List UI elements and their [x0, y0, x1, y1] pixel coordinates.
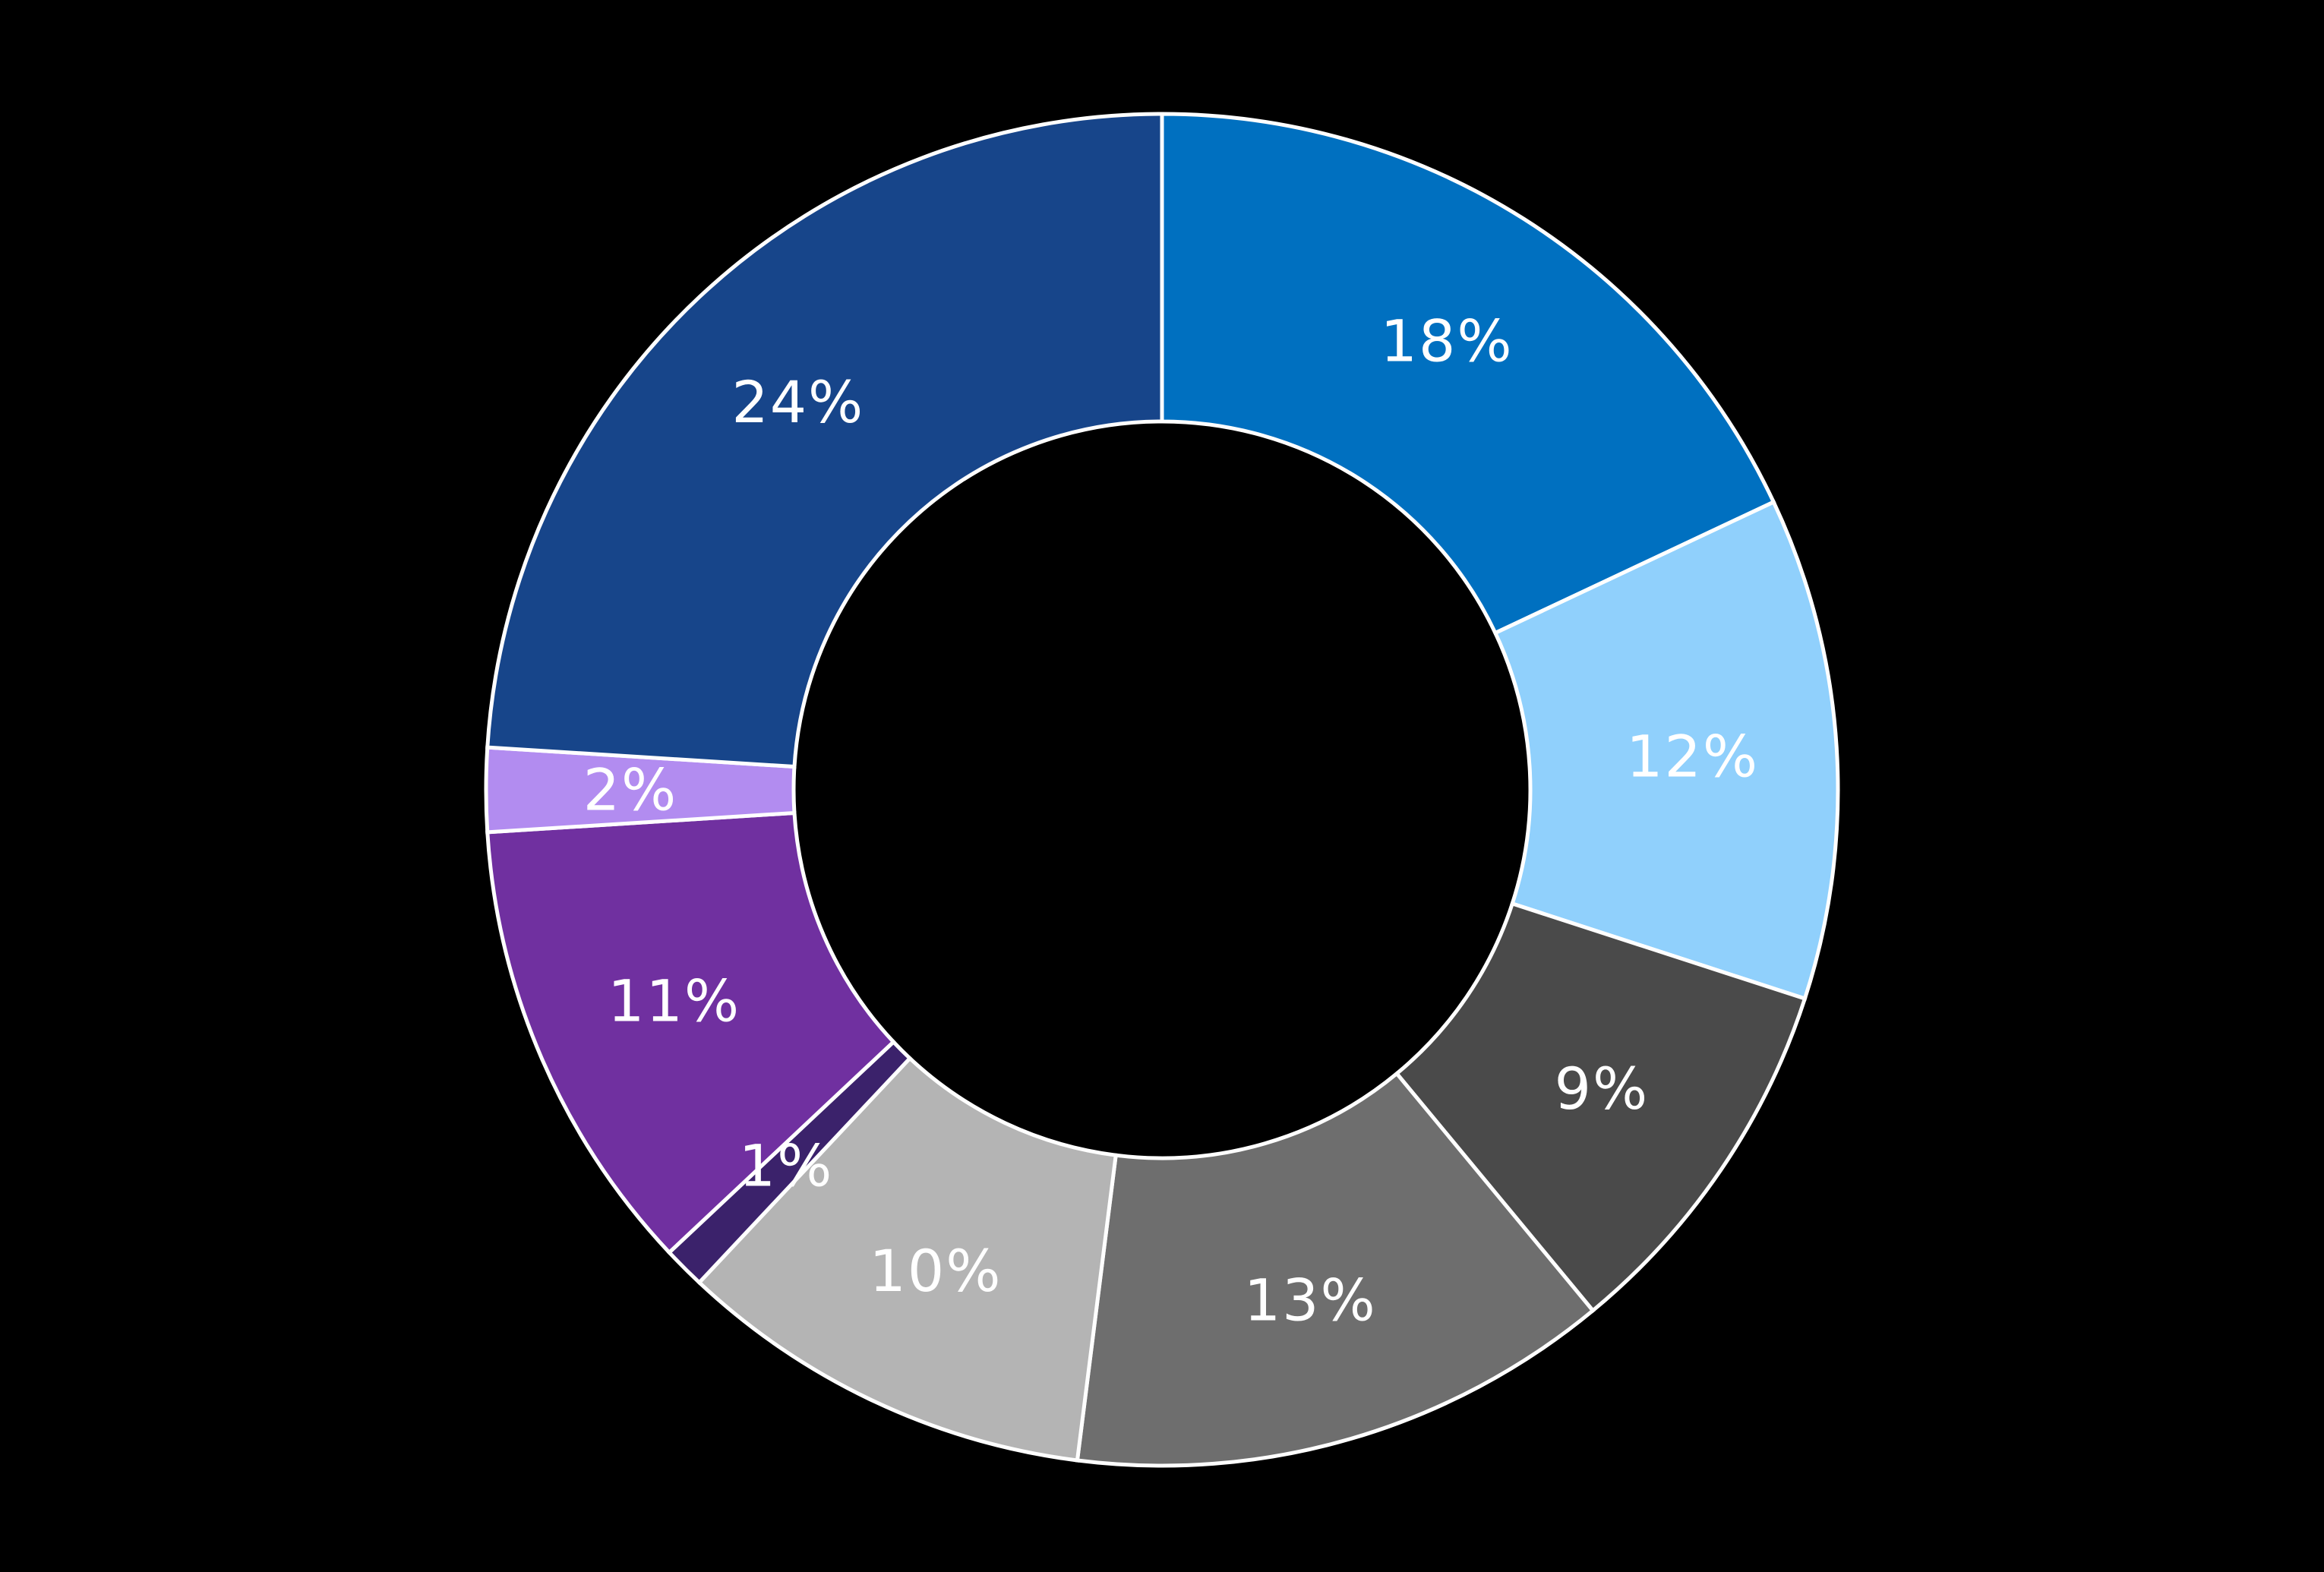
donut-slice — [1075, 1071, 1596, 1468]
slice-label: 10% — [869, 1237, 1002, 1305]
donut-slice — [485, 112, 1164, 769]
donut-slice — [1394, 901, 1808, 1314]
donut-slice — [485, 810, 896, 1255]
slice-label: 9% — [1555, 1055, 1650, 1122]
slice-label: 13% — [1244, 1267, 1377, 1334]
slice-labels: 18% 12% 9% 13% 10% 1% 11% 2% 24% — [583, 307, 1759, 1334]
donut-slice — [696, 1056, 1119, 1463]
slice-label: 2% — [583, 756, 678, 824]
slice-label: 1% — [739, 1132, 834, 1199]
donut-slices — [484, 112, 1840, 1468]
donut-slice — [1160, 112, 1776, 636]
slice-label: 24% — [731, 368, 864, 436]
donut-slice — [1492, 499, 1840, 1002]
slice-label: 11% — [608, 968, 740, 1035]
slice-label: 12% — [1626, 723, 1759, 791]
slice-label: 18% — [1381, 307, 1514, 374]
